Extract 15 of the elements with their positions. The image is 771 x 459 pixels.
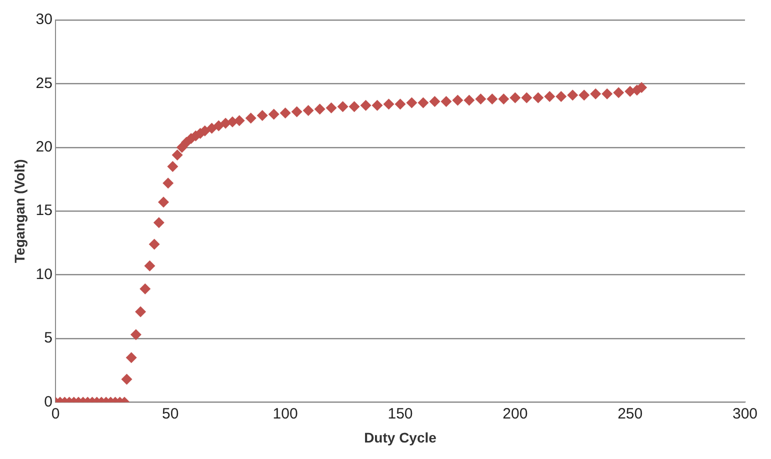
x-axis-title: Duty Cycle <box>364 429 437 446</box>
y-tick-label: 25 <box>36 74 52 92</box>
x-tick-label: 250 <box>618 405 643 422</box>
y-tick-label: 0 <box>44 393 52 410</box>
x-tick-label: 150 <box>388 405 413 422</box>
y-tick-label: 30 <box>36 11 52 28</box>
x-tick-label: 50 <box>162 405 179 422</box>
y-tick-label: 20 <box>36 138 52 156</box>
x-tick-label: 300 <box>732 405 758 422</box>
y-tick-label: 10 <box>36 266 52 283</box>
y-tick-label: 5 <box>44 330 52 347</box>
x-tick-label: 200 <box>502 405 528 422</box>
y-axis-title: Tegangan (Volt) <box>11 159 28 263</box>
x-tick-label: 100 <box>272 405 298 422</box>
y-tick-label: 15 <box>36 202 52 220</box>
